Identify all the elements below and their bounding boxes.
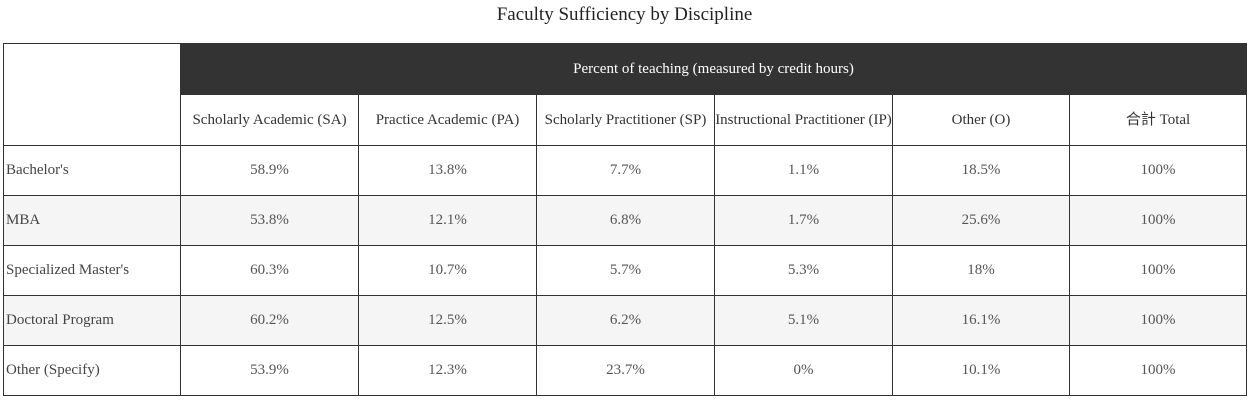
table-cell: 5.3%: [714, 245, 893, 296]
table-row: Bachelor's 58.9% 13.8% 7.7% 1.1% 18.5% 1…: [3, 145, 1248, 196]
header-band: Percent of teaching (measured by credit …: [179, 43, 1248, 95]
table-cell: 18.5%: [892, 145, 1070, 196]
table-cell: 100%: [1068, 345, 1248, 396]
table-cell: 100%: [1068, 295, 1248, 346]
table-cell: 6.8%: [536, 195, 715, 246]
table-cell: 23.7%: [536, 345, 715, 396]
table-cell: 12.1%: [358, 195, 537, 246]
column-header-sa: Scholarly Academic (SA): [180, 94, 359, 146]
table-cell: 58.9%: [180, 145, 359, 196]
table-cell: 53.8%: [180, 195, 359, 246]
table-cell: 60.3%: [180, 245, 359, 296]
row-label: Other (Specify): [3, 345, 181, 396]
row-label: Specialized Master's: [3, 245, 181, 296]
table-cell: 12.3%: [358, 345, 537, 396]
table-cell: 25.6%: [892, 195, 1070, 246]
table-cell: 100%: [1068, 145, 1248, 196]
table-cell: 10.7%: [358, 245, 537, 296]
table-cell: 53.9%: [180, 345, 359, 396]
table-row: Other (Specify) 53.9% 12.3% 23.7% 0% 10.…: [3, 345, 1248, 396]
column-header-sp: Scholarly Practitioner (SP): [536, 94, 715, 146]
table-cell: 1.7%: [714, 195, 893, 246]
table-cell: 60.2%: [180, 295, 359, 346]
table-row: MBA 53.8% 12.1% 6.8% 1.7% 25.6% 100%: [3, 195, 1248, 246]
table-cell: 5.7%: [536, 245, 715, 296]
table-cell: 100%: [1068, 245, 1248, 296]
table-cell: 6.2%: [536, 295, 715, 346]
table-cell: 0%: [714, 345, 893, 396]
table-cell: 1.1%: [714, 145, 893, 196]
table-row: Specialized Master's 60.3% 10.7% 5.7% 5.…: [3, 245, 1248, 296]
faculty-sufficiency-table: Percent of teaching (measured by credit …: [3, 43, 1248, 396]
row-label: Bachelor's: [3, 145, 181, 196]
column-header-total: 合計 Total: [1068, 94, 1248, 146]
row-label: MBA: [3, 195, 181, 246]
header-corner-cell: [3, 43, 181, 146]
table-cell: 13.8%: [358, 145, 537, 196]
table-cell: 7.7%: [536, 145, 715, 196]
column-header-ip: Instructional Practitioner (IP): [714, 94, 893, 146]
table-cell: 5.1%: [714, 295, 893, 346]
table-cell: 10.1%: [892, 345, 1070, 396]
page-title: Faculty Sufficiency by Discipline: [496, 4, 753, 25]
column-header-other: Other (O): [892, 94, 1070, 146]
row-label: Doctoral Program: [3, 295, 181, 346]
table-cell: 16.1%: [892, 295, 1070, 346]
table-row: Doctoral Program 60.2% 12.5% 6.2% 5.1% 1…: [3, 295, 1248, 346]
table-cell: 18%: [892, 245, 1070, 296]
column-header-pa: Practice Academic (PA): [358, 94, 537, 146]
table-cell: 100%: [1068, 195, 1248, 246]
table-cell: 12.5%: [358, 295, 537, 346]
